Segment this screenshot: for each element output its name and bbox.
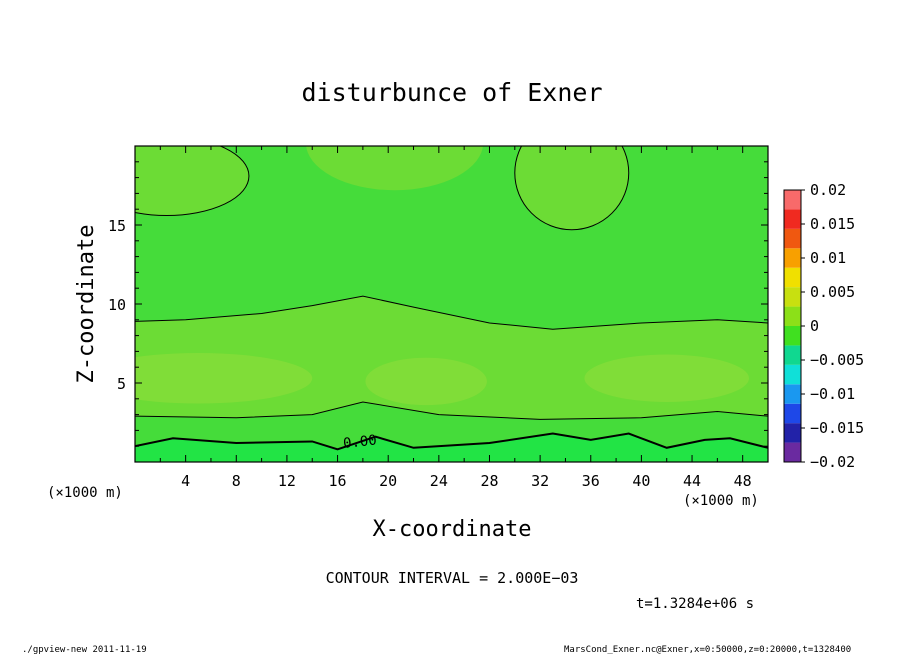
colorbar-swatch [784, 326, 801, 346]
colorbar-swatch [784, 403, 801, 424]
x-tick-label: 8 [232, 472, 241, 490]
colorbar-swatch [784, 228, 801, 249]
x-axis-label: X-coordinate [373, 517, 532, 542]
x-tick-label: 44 [683, 472, 701, 490]
colorbar-label: 0.015 [810, 215, 855, 233]
x-tick-label: 12 [278, 472, 296, 490]
colorbar: −0.02 −0.015 −0.01 −0.005 0 0.005 0.01 0.015 0.0… [783, 181, 864, 471]
y-tick-label: 15 [108, 217, 126, 235]
x-tick-label: 16 [329, 472, 347, 490]
x-tick-label: 4 [181, 472, 190, 490]
colorbar-swatch [784, 423, 801, 443]
colorbar-swatch [784, 267, 801, 288]
time-text: t=1.3284e+06 s [636, 596, 754, 612]
footer-right: MarsCond_Exner.nc@Exner,x=0:50000,z=0:20… [564, 645, 851, 654]
contour-interval-text: CONTOUR INTERVAL = 2.000E−03 [326, 569, 579, 587]
colorbar-swatch [784, 364, 801, 385]
y-tick-label: 5 [117, 375, 126, 393]
y-tick-label: 10 [108, 296, 126, 314]
colorbar-label: −0.015 [810, 419, 864, 437]
contour-label: 0.00 [342, 433, 377, 452]
x-tick-label: 40 [632, 472, 650, 490]
colorbar-label: −0.02 [810, 453, 855, 471]
plot-area: 0.00 [135, 146, 768, 462]
x-axis-unit: (×1000 m) [683, 493, 759, 509]
colorbar-swatch [784, 442, 801, 462]
colorbar-swatch [784, 209, 801, 229]
x-tick-label: 28 [480, 472, 498, 490]
colorbar-swatch [784, 287, 801, 307]
x-tick-label: 20 [379, 472, 397, 490]
contour-blob-left [135, 146, 250, 217]
colorbar-label: 0.01 [810, 249, 846, 267]
colorbar-label: 0 [810, 317, 819, 335]
contour-line-lower [135, 401, 768, 420]
colorbar-label: 0.005 [810, 283, 855, 301]
field-patch [135, 352, 313, 404]
y-axis-label: Z-coordinate [74, 225, 99, 384]
contour-line-zero [135, 432, 768, 451]
colorbar-swatch [784, 248, 801, 268]
field-patch [365, 357, 487, 406]
field-top-patch [306, 146, 483, 191]
field-bottom [135, 433, 768, 462]
colorbar-swatch [784, 345, 801, 365]
contour-line-upper [135, 295, 768, 330]
colorbar-label: −0.005 [810, 351, 864, 369]
colorbar-label: 0.02 [810, 181, 846, 199]
chart-title: disturbunce of Exner [301, 78, 602, 107]
field-patch [584, 354, 750, 402]
colorbar-swatch [784, 190, 801, 210]
x-tick-label: 32 [531, 472, 549, 490]
colorbar-swatch [784, 306, 801, 326]
colorbar-label: −0.01 [810, 385, 855, 403]
contour-blob-right [514, 146, 630, 231]
colorbar-swatch [784, 384, 801, 404]
x-tick-label: 24 [430, 472, 448, 490]
x-tick-label: 36 [582, 472, 600, 490]
x-tick-label: 48 [734, 472, 752, 490]
y-axis-unit: (×1000 m) [47, 485, 123, 501]
footer-left: ./gpview-new 2011-11-19 [22, 645, 147, 654]
